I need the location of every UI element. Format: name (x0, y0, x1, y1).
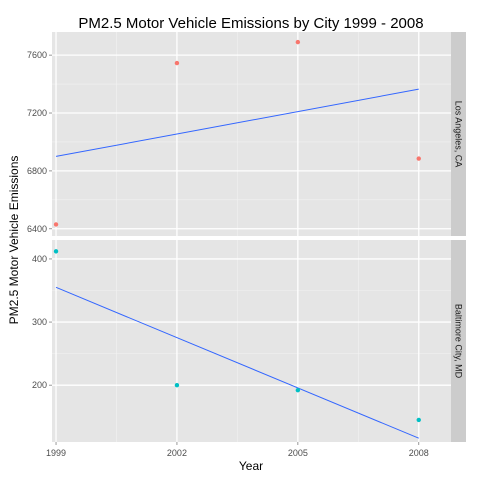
data-point (416, 417, 421, 423)
trend-line (55, 88, 419, 157)
data-point (53, 249, 59, 254)
y-tick-label: 7200 (27, 108, 47, 118)
panel-background (52, 240, 451, 442)
y-tick-label: 6800 (27, 166, 47, 176)
y-axis-title: PM2.5 Motor Vehicle Emissions (7, 156, 21, 325)
y-tick-label: 400 (32, 254, 47, 264)
x-tick-label: 2005 (288, 448, 308, 458)
x-tick-label: 2002 (167, 448, 187, 458)
facet-strip-label: Los Angeles, CA (454, 101, 464, 168)
data-point (416, 156, 421, 161)
x-tick-label: 2008 (409, 448, 429, 458)
y-tick-label: 6400 (27, 224, 47, 234)
facet-strip (451, 32, 466, 236)
data-point (174, 382, 180, 388)
x-axis-title: Year (239, 459, 263, 473)
data-point (174, 60, 180, 66)
data-point (53, 222, 59, 227)
facet-panel: 6400 6800 7200 7600 Los Angeles, CA (27, 32, 466, 236)
y-tick-label: 200 (32, 380, 47, 390)
y-tick-label: 300 (32, 317, 47, 327)
trend-line (55, 286, 419, 439)
facet-panels: 6400 6800 7200 7600 Los Angeles, CA 200 300 400… (27, 32, 466, 458)
panel-background (52, 32, 451, 236)
facet-strip (451, 240, 466, 442)
chart-title: PM2.5 Motor Vehicle Emissions by City 19… (78, 15, 423, 32)
facet-panel: 200 300 400 Baltimore City, MD (32, 240, 466, 442)
y-tick-label: 7600 (27, 50, 47, 60)
data-point (295, 39, 301, 45)
data-point (295, 388, 301, 393)
x-tick-label: 1999 (46, 448, 66, 458)
facet-strip-label: Baltimore City, MD (454, 304, 464, 379)
